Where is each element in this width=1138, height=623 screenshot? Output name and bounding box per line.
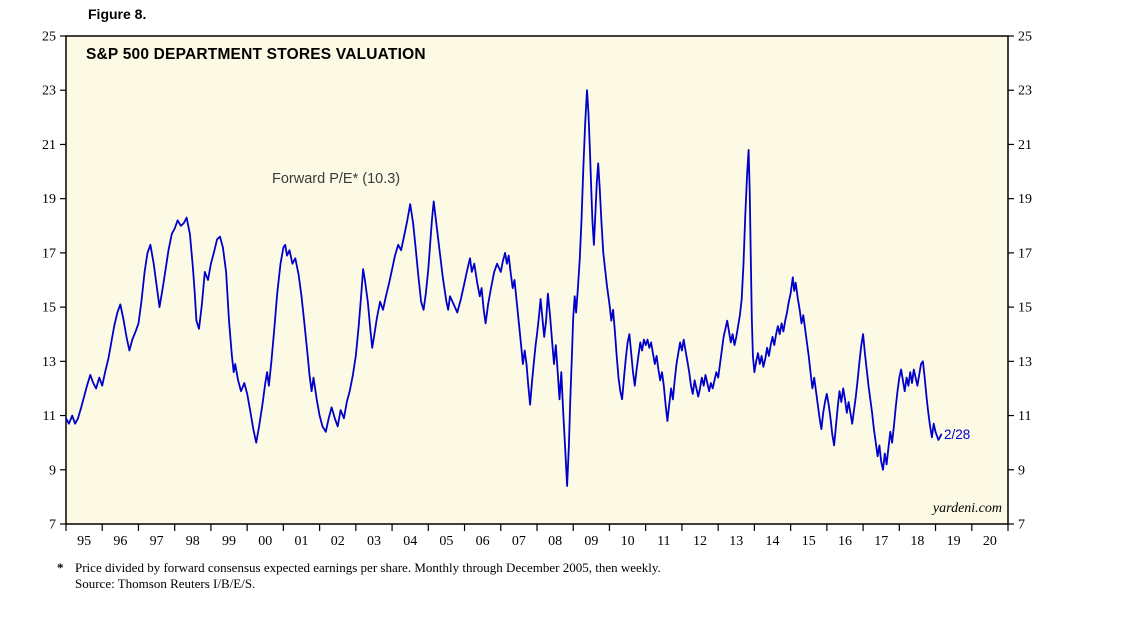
x-axis-label: 97 [150, 534, 164, 549]
y-axis-label-right: 25 [1018, 30, 1032, 45]
x-axis-label: 18 [910, 534, 924, 549]
y-axis-label-left: 19 [42, 192, 56, 207]
y-axis-label-right: 23 [1018, 84, 1032, 99]
x-axis-label: 15 [802, 534, 816, 549]
y-axis-label-left: 9 [49, 463, 56, 478]
y-axis-label-right: 21 [1018, 138, 1032, 153]
x-axis-label: 01 [295, 534, 309, 549]
y-axis-label-right: 15 [1018, 301, 1032, 316]
y-axis-label-left: 23 [42, 84, 56, 99]
x-axis-label: 99 [222, 534, 236, 549]
y-axis-label-right: 9 [1018, 463, 1025, 478]
plot-frame [65, 35, 1009, 525]
y-axis-label-left: 11 [43, 409, 56, 424]
chart-title: S&P 500 DEPARTMENT STORES VALUATION [86, 46, 426, 63]
y-axis-label-left: 15 [42, 301, 56, 316]
x-axis-label: 02 [331, 534, 345, 549]
x-axis-label: 98 [186, 534, 200, 549]
watermark: yardeni.com [932, 501, 1002, 516]
x-axis-label: 12 [693, 534, 707, 549]
x-axis-label: 19 [947, 534, 961, 549]
x-axis-label: 05 [439, 534, 453, 549]
y-axis-label-right: 11 [1018, 409, 1031, 424]
series-annotation: Forward P/E* (10.3) [272, 171, 401, 187]
y-axis-label-left: 13 [42, 355, 56, 370]
x-axis-label: 03 [367, 534, 381, 549]
x-axis-label: 96 [113, 534, 127, 549]
x-axis-label: 13 [729, 534, 743, 549]
x-axis-label: 10 [621, 534, 635, 549]
x-axis-label: 04 [403, 534, 417, 549]
footnote-line-1: Price divided by forward consensus expec… [75, 560, 661, 575]
y-axis-label-right: 7 [1018, 518, 1025, 533]
y-axis-label-left: 25 [42, 30, 56, 45]
x-axis-label: 16 [838, 534, 852, 549]
x-axis-label: 09 [584, 534, 598, 549]
y-axis-label-left: 7 [49, 518, 56, 533]
x-axis-label: 11 [657, 534, 670, 549]
x-axis-label: 14 [766, 534, 780, 549]
x-axis-label: 20 [983, 534, 997, 549]
y-axis-label-right: 19 [1018, 192, 1032, 207]
y-axis-label-left: 17 [42, 246, 56, 261]
y-axis-label-right: 13 [1018, 355, 1032, 370]
forward-pe-line [65, 89, 943, 487]
footnote-line-2: Source: Thomson Reuters I/B/E/S. [75, 576, 256, 591]
footnote-asterisk: * [57, 560, 64, 575]
x-axis-label: 06 [476, 534, 490, 549]
x-axis-label: 08 [548, 534, 562, 549]
figure-number-label: Figure 8. [88, 6, 147, 22]
y-axis-label-right: 17 [1018, 246, 1032, 261]
footnote-lines: Price divided by forward consensus expec… [75, 560, 661, 592]
x-axis-label: 95 [77, 534, 91, 549]
x-axis-label: 17 [874, 534, 888, 549]
x-axis-label: 07 [512, 534, 526, 549]
y-axis-label-left: 21 [42, 138, 56, 153]
last-point-label: 2/28 [944, 427, 971, 442]
x-axis-label: 00 [258, 534, 272, 549]
footnote: * Price divided by forward consensus exp… [57, 560, 661, 592]
